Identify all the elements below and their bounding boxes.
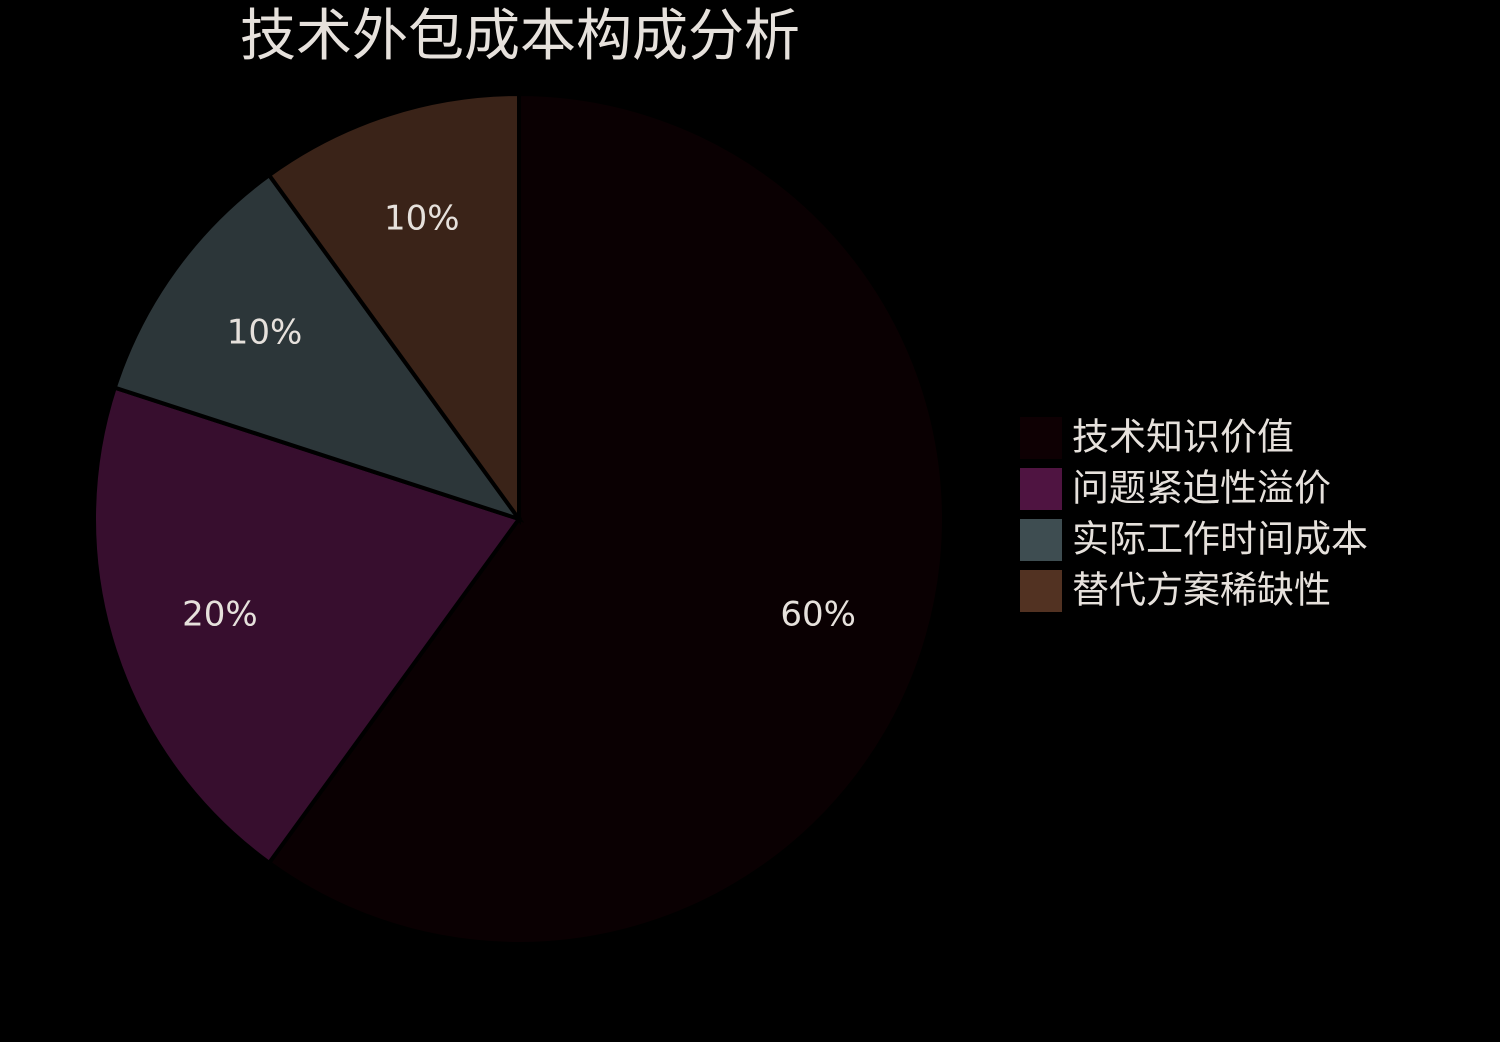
slice-label: 10% <box>384 198 460 238</box>
legend-label: 实际工作时间成本 <box>1072 518 1368 561</box>
slice-label: 10% <box>227 313 303 353</box>
pie-slice <box>266 91 946 946</box>
legend-label: 替代方案稀缺性 <box>1072 569 1331 612</box>
legend-swatch <box>1020 519 1062 561</box>
slice-label: 60% <box>780 595 856 635</box>
legend-label: 问题紧迫性溢价 <box>1072 467 1331 510</box>
legend-swatch <box>1020 468 1062 510</box>
legend-swatch <box>1020 570 1062 612</box>
chart-title: 技术外包成本构成分析 <box>240 4 800 69</box>
pie-slice <box>112 172 525 523</box>
legend-swatch <box>1020 417 1062 459</box>
pie-slice <box>92 385 523 866</box>
legend-label: 技术知识价值 <box>1072 416 1294 459</box>
slice-label: 20% <box>182 595 258 635</box>
pie-slice <box>266 91 521 526</box>
